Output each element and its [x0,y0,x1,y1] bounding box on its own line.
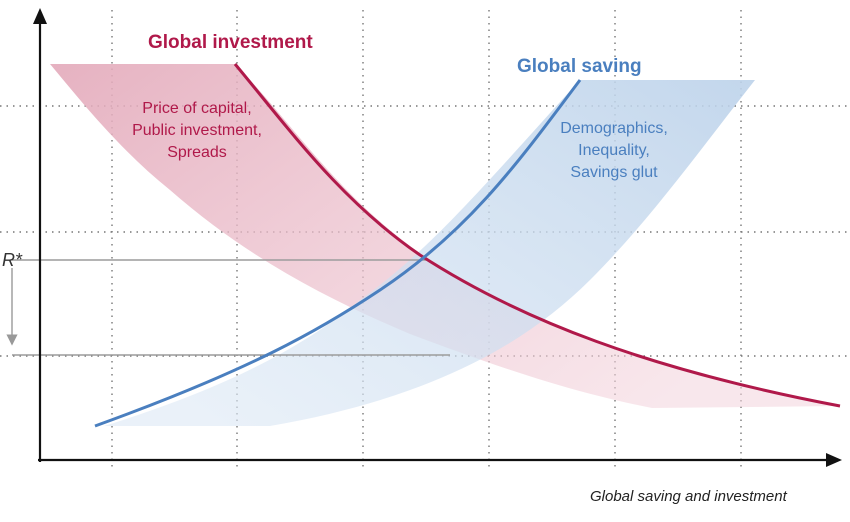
investment-drivers: Price of capital, Public investment, Spr… [112,98,282,164]
x-axis-arrowhead [826,453,842,467]
x-axis-label: Global saving and investment [590,488,787,505]
investment-curve [233,63,841,408]
r-star-label: R* [2,250,23,270]
saving-curve [94,79,582,428]
investment-title: Global investment [148,32,313,53]
saving-driver-1: Demographics, [560,120,668,137]
saving-drivers: Demographics, Inequality, Savings glut [534,118,694,184]
investment-driver-1: Price of capital, [142,100,252,117]
axes [33,8,842,467]
saving-driver-2: Inequality, [578,142,650,159]
saving-title: Global saving [517,56,642,77]
investment-band [50,64,840,408]
y-axis-arrowhead [33,8,47,24]
saving-driver-3: Savings glut [570,164,658,181]
investment-driver-3: Spreads [167,144,227,161]
investment-driver-2: Public investment, [132,122,262,139]
